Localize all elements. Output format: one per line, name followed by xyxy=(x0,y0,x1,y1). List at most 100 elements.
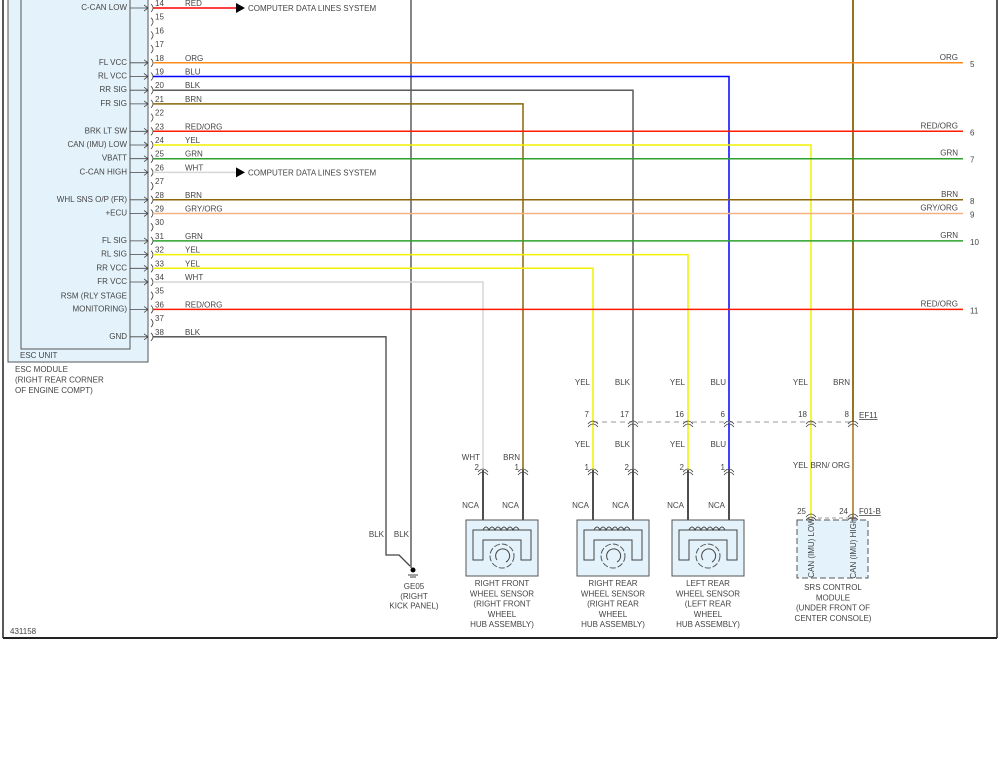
sensor-name: RIGHT REAR xyxy=(588,579,637,588)
right-pin-number: 6 xyxy=(970,128,975,137)
wire-color-label: BLK xyxy=(185,328,201,337)
pin-terminal-icon xyxy=(150,3,154,13)
wire-color-label: YEL xyxy=(793,378,809,387)
lead-label: NCA xyxy=(612,501,630,510)
pin-terminal-icon xyxy=(150,236,154,246)
wire-color-label: RED/ORG xyxy=(185,122,222,131)
sensor-name: HUB ASSEMBLY) xyxy=(581,620,645,629)
pin-number: 24 xyxy=(155,136,164,145)
sensor-name: (LEFT REAR xyxy=(685,600,732,609)
lead-label: NCA xyxy=(708,501,726,510)
pin-number: 22 xyxy=(155,109,164,118)
tone-ring-icon xyxy=(600,543,626,569)
pin-number: 33 xyxy=(155,259,164,268)
pin-terminal-icon xyxy=(150,17,154,26)
tone-ring-icon xyxy=(489,543,515,569)
wire-color-label-right: GRN xyxy=(940,231,958,240)
inline-connector-terminal-icon xyxy=(805,420,817,428)
sensor-name: (RIGHT FRONT xyxy=(473,600,530,609)
rotation-arrow-icon xyxy=(606,548,622,563)
wire-color-label: WHT xyxy=(185,273,203,282)
sensor-name: HUB ASSEMBLY) xyxy=(470,620,534,629)
inline-connector-label: EF11 xyxy=(859,411,878,420)
pin-arrow-icon xyxy=(143,155,149,163)
pin-signal-label: RL SIG xyxy=(101,250,127,259)
pin-terminal-icon xyxy=(150,250,154,259)
srs-connector-terminal-icon xyxy=(805,513,817,521)
right-pin-number: 10 xyxy=(970,238,979,247)
pin-arrow-icon xyxy=(143,333,149,341)
pin-arrow-icon xyxy=(143,196,149,204)
pin-terminal-icon xyxy=(150,305,154,314)
esc-module-name: OF ENGINE COMPT) xyxy=(15,386,93,395)
pin-terminal-icon xyxy=(150,127,154,136)
sensor-pin-number: 2 xyxy=(625,463,630,472)
wire-color-label: WHT xyxy=(462,453,480,462)
sensor-name: WHEEL xyxy=(599,610,628,619)
pin-terminal-icon xyxy=(150,99,154,109)
pin-signal-label: C-CAN HIGH xyxy=(79,167,127,176)
wire-color-label: YEL xyxy=(185,259,201,268)
srs-module-box xyxy=(796,519,869,579)
right-pin-number: 8 xyxy=(970,197,975,206)
srs-module-name: (UNDER FRONT OF xyxy=(796,604,870,613)
arrow-icon xyxy=(236,167,245,178)
pin-number: 19 xyxy=(155,68,164,77)
pin-number: 17 xyxy=(155,40,164,49)
pin-number: 16 xyxy=(155,26,164,35)
pin-terminal-icon xyxy=(150,113,154,122)
ground-name: KICK PANEL) xyxy=(389,602,439,611)
srs-connector-label: F01-B xyxy=(859,507,881,516)
pin-signal-label: MONITORING) xyxy=(72,304,127,313)
srs-connector-terminal-icon xyxy=(847,513,859,521)
lead-label: NCA xyxy=(502,501,520,510)
tone-ring-icon xyxy=(695,543,721,569)
sensor-name: HUB ASSEMBLY) xyxy=(676,620,740,629)
sensor-connector-terminal-icon xyxy=(587,468,599,476)
esc-module-name: ESC MODULE xyxy=(15,365,68,374)
sensor-name: WHEEL SENSOR xyxy=(581,589,645,598)
sensor-pin-number: 2 xyxy=(475,463,480,472)
wire-color-label: BLK xyxy=(185,81,201,90)
wire-19 xyxy=(153,75,730,470)
pin-arrow-icon xyxy=(143,264,149,272)
pin-number: 32 xyxy=(155,246,164,255)
wire-color-label: RED xyxy=(185,0,202,8)
pin-arrow-icon xyxy=(143,100,149,108)
pin-signal-label: FL VCC xyxy=(99,58,127,67)
inline-connector-terminal-icon xyxy=(627,420,639,428)
sensor-coil-icon xyxy=(688,526,726,532)
pin-number: 36 xyxy=(155,300,164,309)
pin-number: 38 xyxy=(155,328,164,337)
pin-number: 14 xyxy=(155,0,164,8)
wire-color-label-right: BRN xyxy=(941,190,958,199)
wire-24 xyxy=(153,144,812,518)
inline-pin-number: 16 xyxy=(675,410,684,419)
sensor-connector-terminal-icon xyxy=(517,468,529,476)
pin-arrow-icon xyxy=(143,210,149,217)
wire-color-label-right: GRY/ORG xyxy=(920,204,958,213)
inline-pin-number: 17 xyxy=(620,410,629,419)
inline-pin-number: 18 xyxy=(798,410,807,419)
destination-label: COMPUTER DATA LINES SYSTEM xyxy=(248,4,377,13)
pin-terminal-icon xyxy=(150,291,154,300)
wire-color-label: YEL xyxy=(185,246,201,255)
wire-color-label: BLU xyxy=(710,440,726,449)
sensor-coil-icon xyxy=(482,526,520,532)
pin-terminal-icon xyxy=(150,31,154,40)
sensor-pin-number: 2 xyxy=(680,463,685,472)
pin-arrow-icon xyxy=(143,169,149,176)
wire-20 xyxy=(153,89,634,470)
destination-label: COMPUTER DATA LINES SYSTEM xyxy=(248,168,377,177)
srs-pin-number: 24 xyxy=(839,507,848,516)
pin-signal-label: RSM (RLY STAGE xyxy=(61,291,127,300)
pin-signal-label: WHL SNS O/P (FR) xyxy=(57,195,128,204)
pin-signal-label: BRK LT SW xyxy=(85,126,128,135)
wire-color-label: BLU xyxy=(710,378,726,387)
wire-21 xyxy=(153,103,524,470)
pin-number: 21 xyxy=(155,95,164,104)
srs-module-name: CENTER CONSOLE) xyxy=(795,614,872,623)
wire-color-label: BLU xyxy=(185,68,201,77)
lead-label: NCA xyxy=(667,501,685,510)
